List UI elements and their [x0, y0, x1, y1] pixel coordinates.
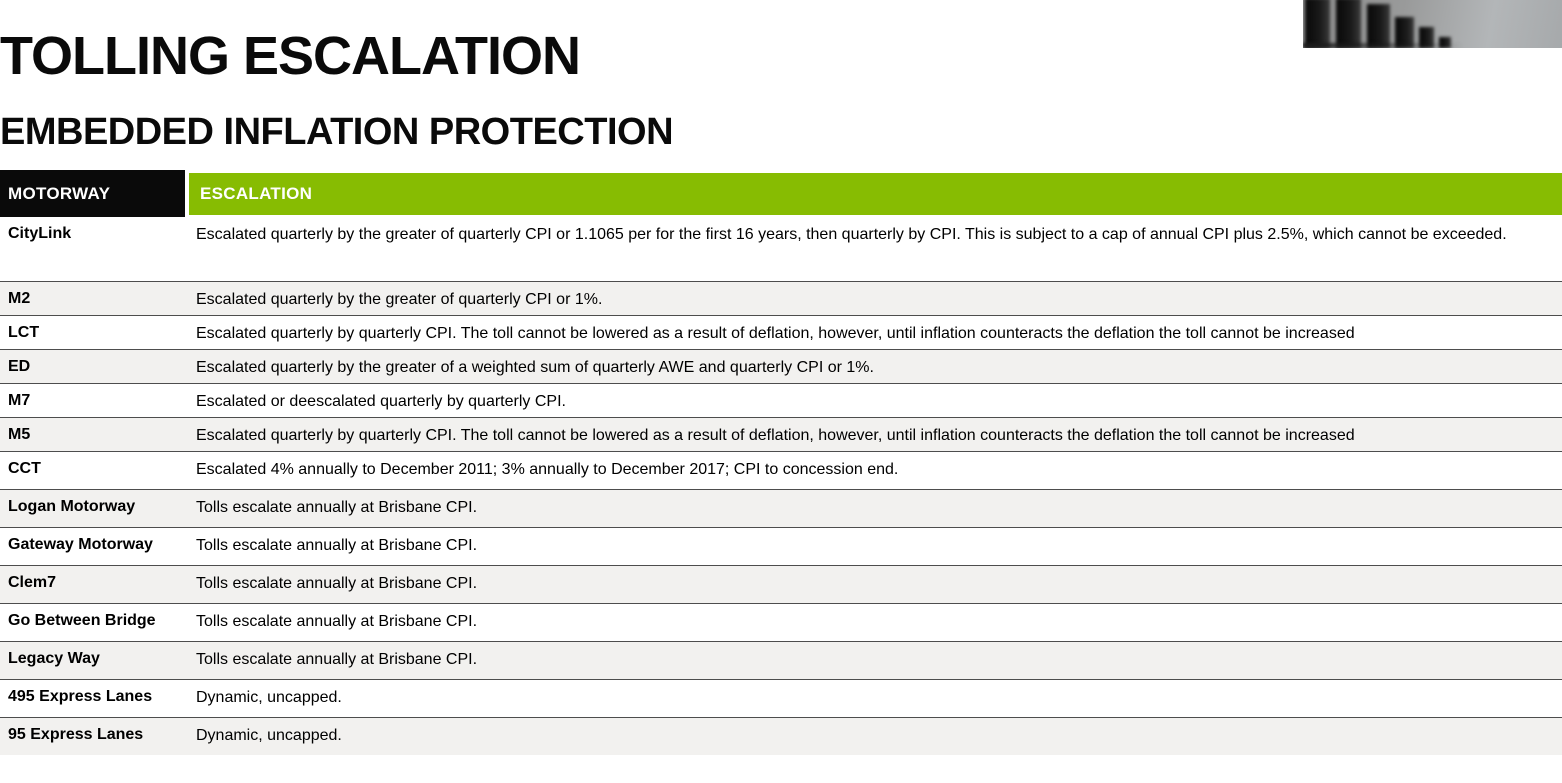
motorway-cell: Gateway Motorway [8, 536, 153, 553]
escalation-cell: Dynamic, uncapped. [196, 689, 342, 706]
table-row: LCT Escalated quarterly by quarterly CPI… [0, 315, 1562, 349]
bar-graphic [1419, 27, 1434, 48]
motorway-cell: M5 [8, 426, 31, 443]
motorway-cell: Logan Motorway [8, 498, 136, 515]
bar-graphic [1395, 17, 1414, 48]
bar-shadow [1303, 43, 1463, 48]
escalation-cell: Dynamic, uncapped. [196, 727, 342, 744]
escalation-cell: Escalated quarterly by quarterly CPI. Th… [196, 325, 1355, 342]
table-header-row: MOTORWAY ESCALATION [0, 170, 1562, 217]
bar-graphic [1305, 0, 1330, 48]
table-row: Clem7 Tolls escalate annually at Brisban… [0, 565, 1562, 603]
escalation-cell: Escalated 4% annually to December 2011; … [196, 461, 899, 478]
table-row: M5 Escalated quarterly by quarterly CPI.… [0, 417, 1562, 451]
bar-graphic [1336, 0, 1361, 48]
escalation-cell: Escalated or deescalated quarterly by qu… [196, 393, 566, 410]
declining-bars-image [1303, 0, 1562, 48]
table-row: Gateway Motorway Tolls escalate annually… [0, 527, 1562, 565]
escalation-cell: Escalated quarterly by the greater of qu… [196, 226, 1507, 243]
bar-graphic [1439, 37, 1451, 48]
bar-graphic [1367, 4, 1390, 48]
motorway-cell: M2 [8, 290, 31, 307]
motorway-cell: CCT [8, 460, 41, 477]
table-row: M7 Escalated or deescalated quarterly by… [0, 383, 1562, 417]
table-row: ED Escalated quarterly by the greater of… [0, 349, 1562, 383]
escalation-cell: Tolls escalate annually at Brisbane CPI. [196, 613, 478, 630]
escalation-cell: Escalated quarterly by quarterly CPI. Th… [196, 427, 1355, 444]
escalation-cell: Tolls escalate annually at Brisbane CPI. [196, 575, 478, 592]
motorway-cell: CityLink [8, 225, 72, 242]
page-subtitle: EMBEDDED INFLATION PROTECTION [0, 110, 674, 153]
motorway-cell: M7 [8, 392, 31, 409]
motorway-cell: ED [8, 358, 31, 375]
escalation-cell: Tolls escalate annually at Brisbane CPI. [196, 537, 478, 554]
table-row: CityLink Escalated quarterly by the grea… [0, 217, 1562, 281]
motorway-cell: 495 Express Lanes [8, 688, 153, 705]
escalation-cell: Tolls escalate annually at Brisbane CPI. [196, 499, 478, 516]
table-row: Go Between Bridge Tolls escalate annuall… [0, 603, 1562, 641]
motorway-cell: Go Between Bridge [8, 612, 156, 629]
table-row: M2 Escalated quarterly by the greater of… [0, 281, 1562, 315]
table-row: 95 Express Lanes Dynamic, uncapped. [0, 717, 1562, 755]
motorway-cell: LCT [8, 324, 40, 341]
escalation-cell: Escalated quarterly by the greater of qu… [196, 291, 603, 308]
table-row: CCT Escalated 4% annually to December 20… [0, 451, 1562, 489]
table-row: Legacy Way Tolls escalate annually at Br… [0, 641, 1562, 679]
column-header-escalation: ESCALATION [189, 173, 1562, 215]
escalation-cell: Tolls escalate annually at Brisbane CPI. [196, 651, 478, 668]
page-title: TOLLING ESCALATION [0, 26, 581, 87]
table-body: CityLink Escalated quarterly by the grea… [0, 217, 1562, 755]
table-row: Logan Motorway Tolls escalate annually a… [0, 489, 1562, 527]
escalation-cell: Escalated quarterly by the greater of a … [196, 359, 874, 376]
table-row: 495 Express Lanes Dynamic, uncapped. [0, 679, 1562, 717]
motorway-cell: Clem7 [8, 574, 57, 591]
column-header-motorway: MOTORWAY [0, 170, 185, 217]
motorway-cell: Legacy Way [8, 650, 100, 667]
escalation-table: MOTORWAY ESCALATION CityLink Escalated q… [0, 170, 1562, 755]
motorway-cell: 95 Express Lanes [8, 726, 144, 743]
header-gap [185, 170, 189, 217]
